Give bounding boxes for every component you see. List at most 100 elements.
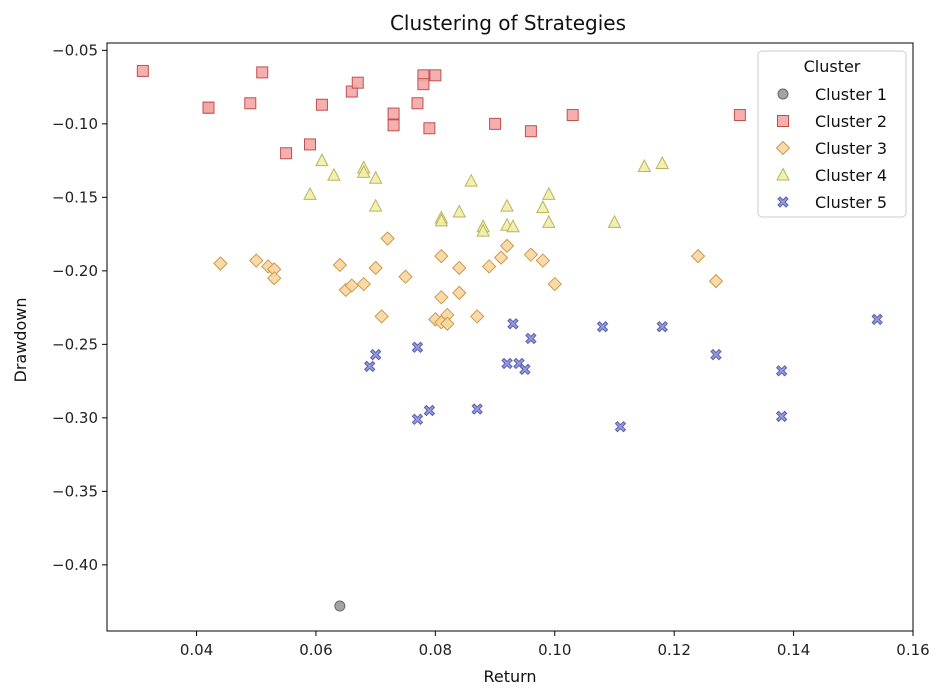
data-point: [733, 109, 746, 122]
data-point: [690, 248, 706, 264]
y-tick-label: −0.30: [52, 409, 98, 427]
x-tick-label: 0.08: [419, 641, 452, 659]
data-point: [452, 204, 467, 218]
data-point: [656, 321, 668, 333]
legend-marker: [777, 196, 789, 208]
legend: Cluster Cluster 1 Cluster 2 Cluster 3 Clust…: [757, 50, 907, 218]
data-point: [374, 309, 389, 324]
series-5: [363, 313, 883, 433]
x-tick-label: 0.16: [896, 641, 929, 659]
data-point: [266, 270, 282, 286]
legend-frame: [757, 50, 907, 218]
data-point: [380, 231, 395, 246]
y-axis: −0.05 −0.10 −0.15 −0.20 −0.25 −0.30 −0.35 −0.40: [52, 41, 107, 574]
data-point: [368, 198, 383, 212]
data-point: [351, 76, 364, 89]
data-point: [344, 278, 359, 293]
data-point: [493, 250, 509, 265]
y-tick-label: −0.05: [52, 41, 98, 59]
x-tick-label: 0.06: [299, 641, 332, 659]
data-point: [136, 64, 149, 77]
data-point: [387, 119, 400, 132]
data-point: [476, 223, 490, 237]
data-point: [423, 122, 436, 135]
series-4: [303, 153, 670, 237]
data-point: [417, 78, 430, 91]
x-axis-label: Return: [483, 667, 536, 686]
y-tick-label: −0.40: [52, 556, 98, 574]
data-point: [536, 200, 550, 214]
data-point: [547, 276, 562, 292]
data-point: [566, 109, 579, 122]
data-point: [315, 153, 329, 167]
data-point: [303, 138, 316, 151]
data-point: [334, 600, 346, 612]
y-tick-label: −0.35: [52, 482, 98, 500]
legend-title: Cluster: [804, 57, 861, 76]
plot-area: [136, 64, 883, 612]
data-point: [327, 167, 341, 181]
legend-marker: [777, 115, 789, 127]
data-point: [500, 198, 514, 212]
data-point: [315, 98, 328, 111]
data-point: [710, 348, 722, 361]
data-point: [423, 404, 436, 417]
data-point: [280, 147, 293, 160]
data-point: [775, 365, 788, 377]
data-point: [469, 309, 485, 324]
data-point: [440, 316, 455, 331]
data-point: [501, 357, 513, 370]
data-point: [202, 101, 215, 114]
data-point: [535, 253, 551, 268]
data-point: [369, 348, 382, 361]
data-point: [434, 290, 449, 305]
data-point: [356, 164, 371, 178]
series-1: [334, 600, 346, 612]
data-point: [434, 248, 449, 264]
legend-item: Cluster 2: [777, 112, 887, 131]
data-point: [368, 260, 383, 276]
legend-label: Cluster 5: [815, 193, 887, 212]
data-point: [519, 363, 531, 376]
legend-marker: [776, 167, 790, 181]
data-point: [464, 173, 479, 187]
legend-label: Cluster 2: [815, 112, 887, 131]
data-point: [249, 253, 264, 268]
y-tick-label: −0.15: [52, 188, 98, 206]
data-point: [775, 410, 788, 423]
plot-frame: [106, 42, 914, 632]
data-point: [411, 413, 424, 426]
data-point: [411, 97, 424, 110]
data-point: [506, 219, 520, 233]
data-point: [398, 269, 413, 284]
x-tick-label: 0.14: [777, 641, 810, 659]
x-axis: 0.04 0.06 0.08 0.10 0.12 0.14 0.16: [180, 631, 930, 659]
data-point: [213, 256, 228, 271]
data-point: [607, 214, 622, 228]
data-point: [452, 285, 467, 301]
y-tick-label: −0.10: [52, 115, 98, 133]
series-3: [213, 231, 724, 331]
legend-item: Cluster 1: [777, 85, 887, 104]
data-point: [523, 247, 539, 262]
chart-title: Clustering of Strategies: [390, 11, 626, 35]
data-point: [368, 170, 383, 184]
data-point: [525, 332, 537, 345]
data-point: [871, 313, 883, 326]
data-point: [524, 125, 537, 138]
data-point: [614, 420, 627, 433]
x-tick-label: 0.10: [538, 641, 571, 659]
legend-marker: [775, 140, 791, 156]
data-point: [411, 341, 424, 353]
data-point: [499, 238, 515, 254]
x-tick-label: 0.12: [657, 641, 690, 659]
legend-marker: [777, 88, 789, 100]
data-point: [596, 321, 609, 333]
data-point: [637, 158, 652, 172]
data-point: [434, 213, 449, 227]
legend-item: Cluster 3: [775, 139, 887, 158]
data-point: [429, 69, 442, 82]
data-point: [541, 186, 556, 200]
data-point: [708, 273, 724, 289]
